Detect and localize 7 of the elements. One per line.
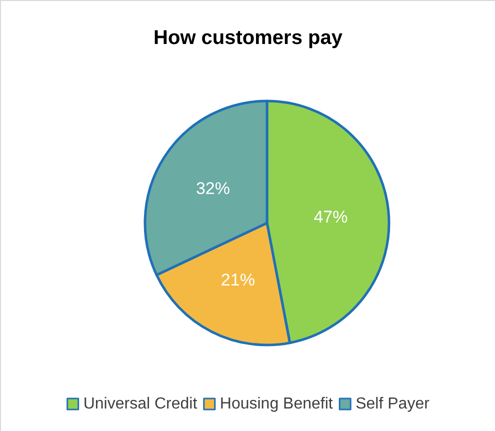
legend-label: Housing Benefit (220, 396, 334, 412)
data-label: 47% (314, 207, 348, 226)
chart-title: How customers pay (154, 27, 344, 49)
data-label: 21% (220, 270, 255, 290)
legend-label: Universal Credit (83, 396, 198, 412)
data-label: 32% (196, 179, 230, 198)
legend-label: Self Payer (356, 396, 430, 412)
